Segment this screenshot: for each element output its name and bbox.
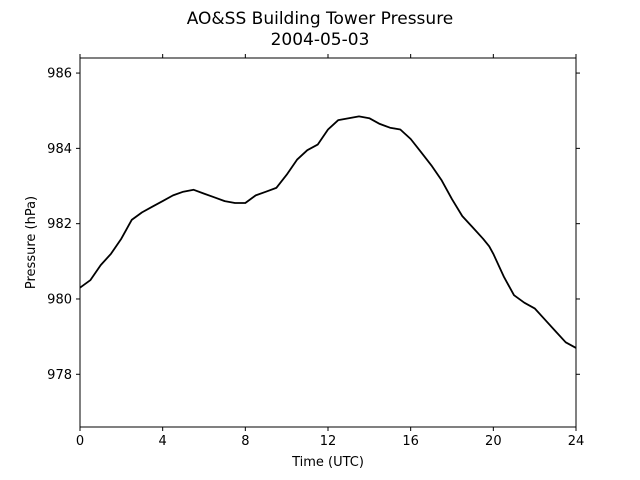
chart-title: AO&SS Building Tower Pressure bbox=[187, 9, 454, 29]
x-tick-label: 8 bbox=[241, 434, 249, 449]
y-tick-label: 980 bbox=[47, 292, 72, 307]
plot-area-frame bbox=[79, 57, 577, 428]
y-tick-label: 984 bbox=[47, 142, 72, 157]
x-tick-label: 12 bbox=[320, 434, 337, 449]
x-tick-label: 4 bbox=[159, 434, 167, 449]
x-tick-label: 24 bbox=[568, 434, 585, 449]
pressure-series-line bbox=[79, 115, 577, 349]
x-axis-label: Time (UTC) bbox=[291, 455, 364, 470]
axis-ticks: 0 4 8 12 16 20 24 978 980 982 984 986 bbox=[47, 54, 584, 449]
chart-subtitle: 2004-05-03 bbox=[271, 30, 370, 50]
x-tick-label: 20 bbox=[485, 434, 502, 449]
x-tick-label: 0 bbox=[76, 434, 84, 449]
x-tick-label: 16 bbox=[402, 434, 419, 449]
y-tick-label: 978 bbox=[47, 368, 72, 383]
y-tick-label: 986 bbox=[47, 67, 72, 82]
y-tick-label: 982 bbox=[47, 217, 72, 232]
y-axis-label: Pressure (hPa) bbox=[24, 196, 39, 289]
